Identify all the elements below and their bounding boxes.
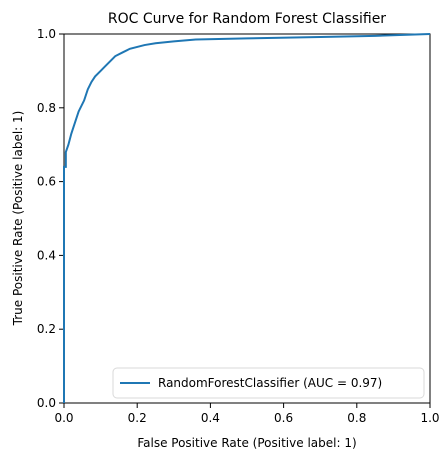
y-axis-ticks: 0.0 0.2 0.4 0.6 0.8 1.0 <box>37 27 64 410</box>
y-tick-label: 0.4 <box>37 248 56 262</box>
y-tick-label: 0.6 <box>37 175 56 189</box>
plot-frame <box>63 33 431 404</box>
roc-curve-line <box>63 33 431 403</box>
x-axis-label: False Positive Rate (Positive label: 1) <box>137 436 356 450</box>
x-tick-label: 0.8 <box>347 411 366 425</box>
x-axis-ticks: 0.0 0.2 0.4 0.6 0.8 1.0 <box>54 403 440 425</box>
plot-area: 0.0 0.2 0.4 0.6 0.8 1.0 0.0 0.2 0.4 0.6 0.8 1.0 <box>37 27 440 425</box>
x-tick-label: 0.2 <box>128 411 147 425</box>
legend: RandomForestClassifier (AUC = 0.97) <box>112 367 425 399</box>
y-tick-label: 0.2 <box>37 322 56 336</box>
legend-label: RandomForestClassifier (AUC = 0.97) <box>158 376 382 390</box>
x-tick-label: 0.0 <box>54 411 73 425</box>
y-tick-label: 1.0 <box>37 27 56 41</box>
legend-box <box>112 367 425 399</box>
x-tick-label: 0.6 <box>274 411 293 425</box>
y-axis-label: True Positive Rate (Positive label: 1) <box>11 111 25 327</box>
y-tick-label: 0.8 <box>37 101 56 115</box>
chart-title: ROC Curve for Random Forest Classifier <box>108 11 386 27</box>
y-tick-label: 0.0 <box>37 396 56 410</box>
x-tick-label: 0.4 <box>201 411 220 425</box>
x-tick-label: 1.0 <box>420 411 439 425</box>
